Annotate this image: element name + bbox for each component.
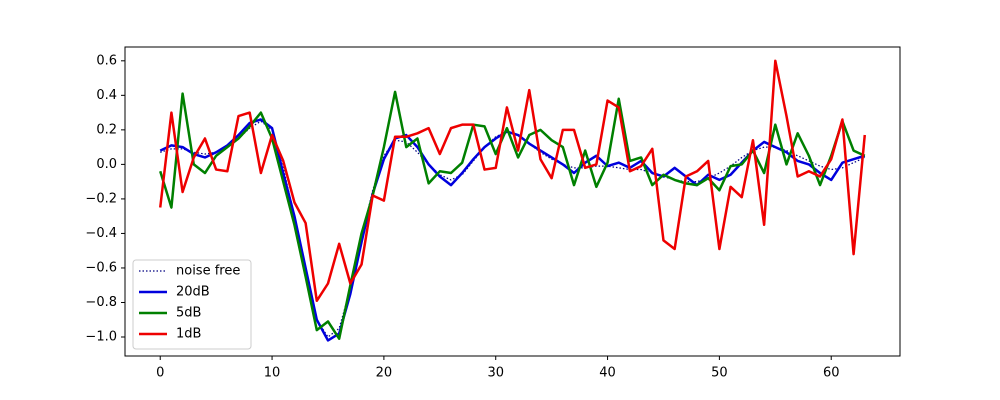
legend-label: 5dB [176, 306, 201, 321]
x-tick-label: 30 [487, 366, 504, 381]
x-tick-label: 0 [156, 366, 164, 381]
legend-label: noise free [176, 264, 240, 279]
data-line [160, 120, 866, 338]
y-tick-label: 0.6 [96, 53, 117, 68]
y-tick-label: −0.6 [85, 260, 117, 275]
y-tick-label: −1.0 [85, 330, 117, 345]
data-line [159, 90, 866, 340]
y-tick-label: −0.4 [85, 226, 117, 241]
y-tick-label: 0.0 [96, 157, 117, 172]
x-tick-label: 60 [823, 366, 840, 381]
legend-label: 20dB [176, 285, 210, 300]
y-tick-label: 0.4 [96, 88, 117, 103]
plot-frame [124, 46, 901, 357]
legend-box [132, 259, 252, 350]
data-line [158, 59, 867, 303]
y-tick-label: −0.2 [85, 191, 117, 206]
legend-label: 1dB [176, 327, 201, 342]
x-tick-label: 40 [599, 366, 616, 381]
y-tick-label: −0.8 [85, 295, 117, 310]
x-tick-label: 50 [711, 366, 728, 381]
y-tick-label: 0.2 [96, 122, 117, 137]
x-tick-label: 10 [264, 366, 281, 381]
x-tick-label: 20 [376, 366, 393, 381]
